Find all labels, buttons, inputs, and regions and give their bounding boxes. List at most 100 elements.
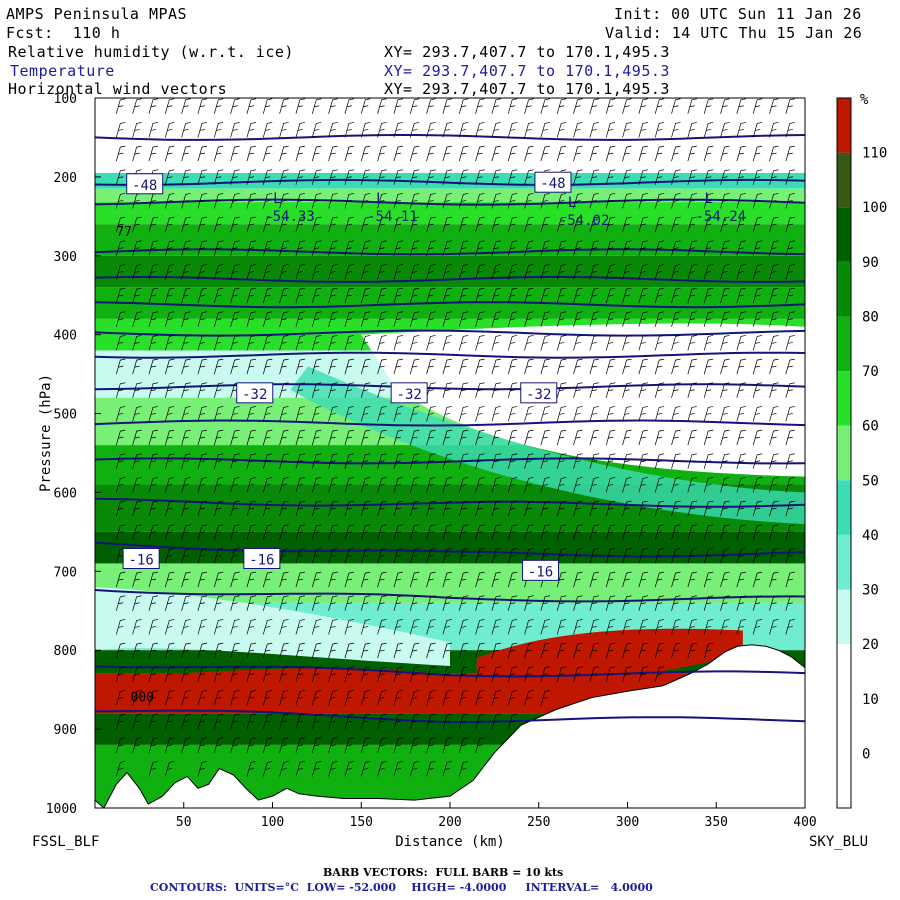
wind-barb bbox=[164, 287, 175, 304]
wind-barb bbox=[638, 335, 648, 351]
wind-barb bbox=[115, 169, 126, 185]
wind-barb bbox=[393, 666, 403, 682]
wind-barb bbox=[556, 122, 567, 138]
wind-barb bbox=[279, 500, 289, 517]
wind-barb bbox=[279, 311, 289, 327]
wind-barb bbox=[785, 500, 795, 517]
wind-barb bbox=[475, 429, 485, 446]
wind-barb bbox=[573, 619, 583, 635]
wind-barb bbox=[377, 690, 387, 706]
wind-barb bbox=[164, 335, 175, 351]
wind-barb bbox=[295, 311, 305, 327]
wind-barb bbox=[458, 737, 469, 753]
rh-saturated-left bbox=[95, 668, 468, 714]
wind-barb bbox=[295, 690, 305, 706]
colorbar-swatch bbox=[837, 261, 851, 317]
wind-barb bbox=[507, 595, 518, 611]
rh-low-dry bbox=[95, 587, 450, 666]
wind-barb bbox=[311, 122, 322, 138]
wind-barb bbox=[442, 122, 452, 138]
wind-barb bbox=[230, 690, 240, 706]
wind-barb bbox=[573, 169, 583, 185]
wind-barb bbox=[752, 406, 763, 422]
wind-barb bbox=[622, 382, 632, 398]
wind-barb bbox=[475, 713, 485, 730]
wind-barb bbox=[393, 737, 403, 753]
wind-barb bbox=[197, 713, 208, 730]
wind-barb bbox=[622, 311, 632, 327]
wind-barb bbox=[507, 619, 518, 635]
wind-barb bbox=[262, 240, 273, 256]
wind-barb bbox=[344, 477, 354, 493]
temperature-contour bbox=[95, 329, 805, 337]
wind-barb bbox=[426, 713, 436, 730]
wind-barb bbox=[279, 477, 289, 493]
wind-barb bbox=[148, 358, 159, 375]
wind-barb bbox=[622, 642, 632, 659]
wind-barb bbox=[736, 500, 746, 517]
wind-barb bbox=[540, 642, 550, 659]
wind-barb bbox=[589, 145, 599, 162]
wind-barb bbox=[181, 287, 191, 304]
wind-barb bbox=[703, 358, 714, 375]
wind-barb bbox=[605, 406, 616, 422]
wind-barb bbox=[279, 98, 289, 114]
wind-barb bbox=[164, 406, 175, 422]
wind-barb bbox=[703, 311, 714, 327]
wind-barb bbox=[197, 453, 208, 469]
wind-barb bbox=[262, 500, 273, 517]
wind-barb bbox=[720, 500, 730, 517]
wind-barb bbox=[703, 145, 714, 162]
wind-barb bbox=[230, 524, 240, 540]
wind-barb bbox=[197, 500, 208, 517]
wind-barb bbox=[115, 145, 126, 162]
wind-barb bbox=[442, 335, 452, 351]
wind-barb bbox=[164, 98, 175, 114]
wind-barb bbox=[295, 358, 305, 375]
wind-barb bbox=[491, 619, 501, 635]
wind-barb bbox=[638, 358, 648, 375]
wind-barb bbox=[769, 193, 779, 209]
temperature-contour bbox=[95, 248, 805, 256]
wind-barb bbox=[491, 406, 501, 422]
wind-barb bbox=[181, 406, 191, 422]
wind-barb bbox=[507, 477, 518, 493]
wind-barb bbox=[262, 216, 273, 233]
wind-barb bbox=[409, 240, 420, 256]
wind-barb bbox=[736, 382, 746, 398]
wind-barb bbox=[132, 145, 142, 162]
wind-barb bbox=[720, 406, 730, 422]
wind-barb bbox=[311, 216, 322, 233]
wind-barb bbox=[638, 193, 648, 209]
wind-barb bbox=[360, 690, 371, 706]
wind-barb bbox=[769, 524, 779, 540]
wind-barb bbox=[622, 287, 632, 304]
wind-barb bbox=[360, 571, 371, 588]
temperature-label-box bbox=[390, 382, 428, 404]
wind-barb bbox=[132, 264, 142, 280]
wind-barb bbox=[573, 477, 583, 493]
wind-barb bbox=[556, 500, 567, 517]
wind-barb bbox=[654, 335, 665, 351]
wind-barb bbox=[736, 311, 746, 327]
wind-barb bbox=[311, 193, 322, 209]
wind-barb bbox=[671, 311, 681, 327]
wind-barb bbox=[736, 548, 746, 564]
wind-barb bbox=[230, 216, 240, 233]
wind-barb bbox=[393, 453, 403, 469]
wind-barb bbox=[622, 216, 632, 233]
wind-barb bbox=[442, 595, 452, 611]
wind-barb bbox=[687, 358, 697, 375]
wind-barb bbox=[246, 335, 257, 351]
wind-barb bbox=[344, 737, 354, 753]
temperature-label: -16 bbox=[249, 553, 274, 569]
wind-barb bbox=[311, 548, 322, 564]
wind-barb bbox=[605, 548, 616, 564]
wind-barb bbox=[426, 311, 436, 327]
wind-barb bbox=[262, 264, 273, 280]
wind-barb bbox=[785, 453, 795, 469]
wind-barb bbox=[638, 429, 648, 446]
wind-barb bbox=[328, 240, 338, 256]
wind-barb bbox=[638, 98, 648, 114]
wind-barb bbox=[295, 406, 305, 422]
